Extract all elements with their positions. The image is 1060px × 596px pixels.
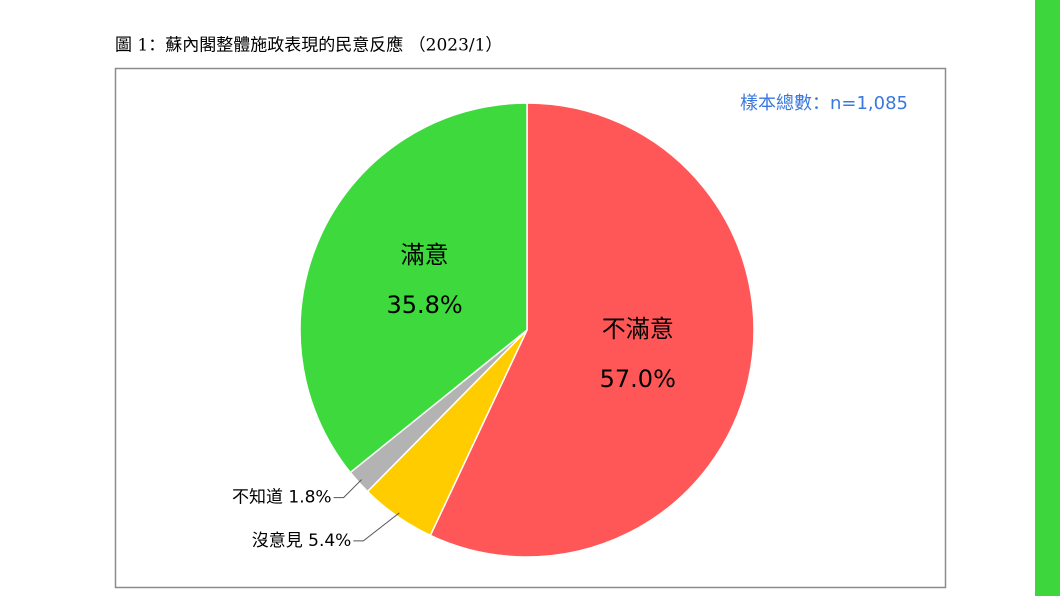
slice-value-label: 35.8% [386, 291, 462, 319]
sample-size: 樣本總數：n=1,085 [740, 93, 908, 114]
slice-category: 滿意 [401, 241, 449, 269]
slice-category: 不知道 [232, 488, 283, 508]
pie-slice [299, 102, 528, 474]
chart-title: 圖 1：蘇內閣整體施政表現的民意反應 （2023/1） [115, 35, 502, 56]
slice-label: 不知道 1.8% [232, 488, 332, 508]
slice-value-label: 57.0% [600, 365, 676, 393]
slice-label: 沒意見 5.4% [252, 531, 352, 551]
slice-value-label: 5.4% [308, 531, 351, 551]
slice-category: 不滿意 [602, 315, 674, 343]
side-strip [1035, 0, 1060, 596]
pie-slice [429, 102, 755, 558]
chart-frame [114, 67, 947, 589]
slice-category: 沒意見 [252, 531, 303, 551]
leader-line [333, 479, 362, 499]
leader-line [353, 512, 400, 542]
slice-value-label: 1.8% [288, 488, 331, 508]
